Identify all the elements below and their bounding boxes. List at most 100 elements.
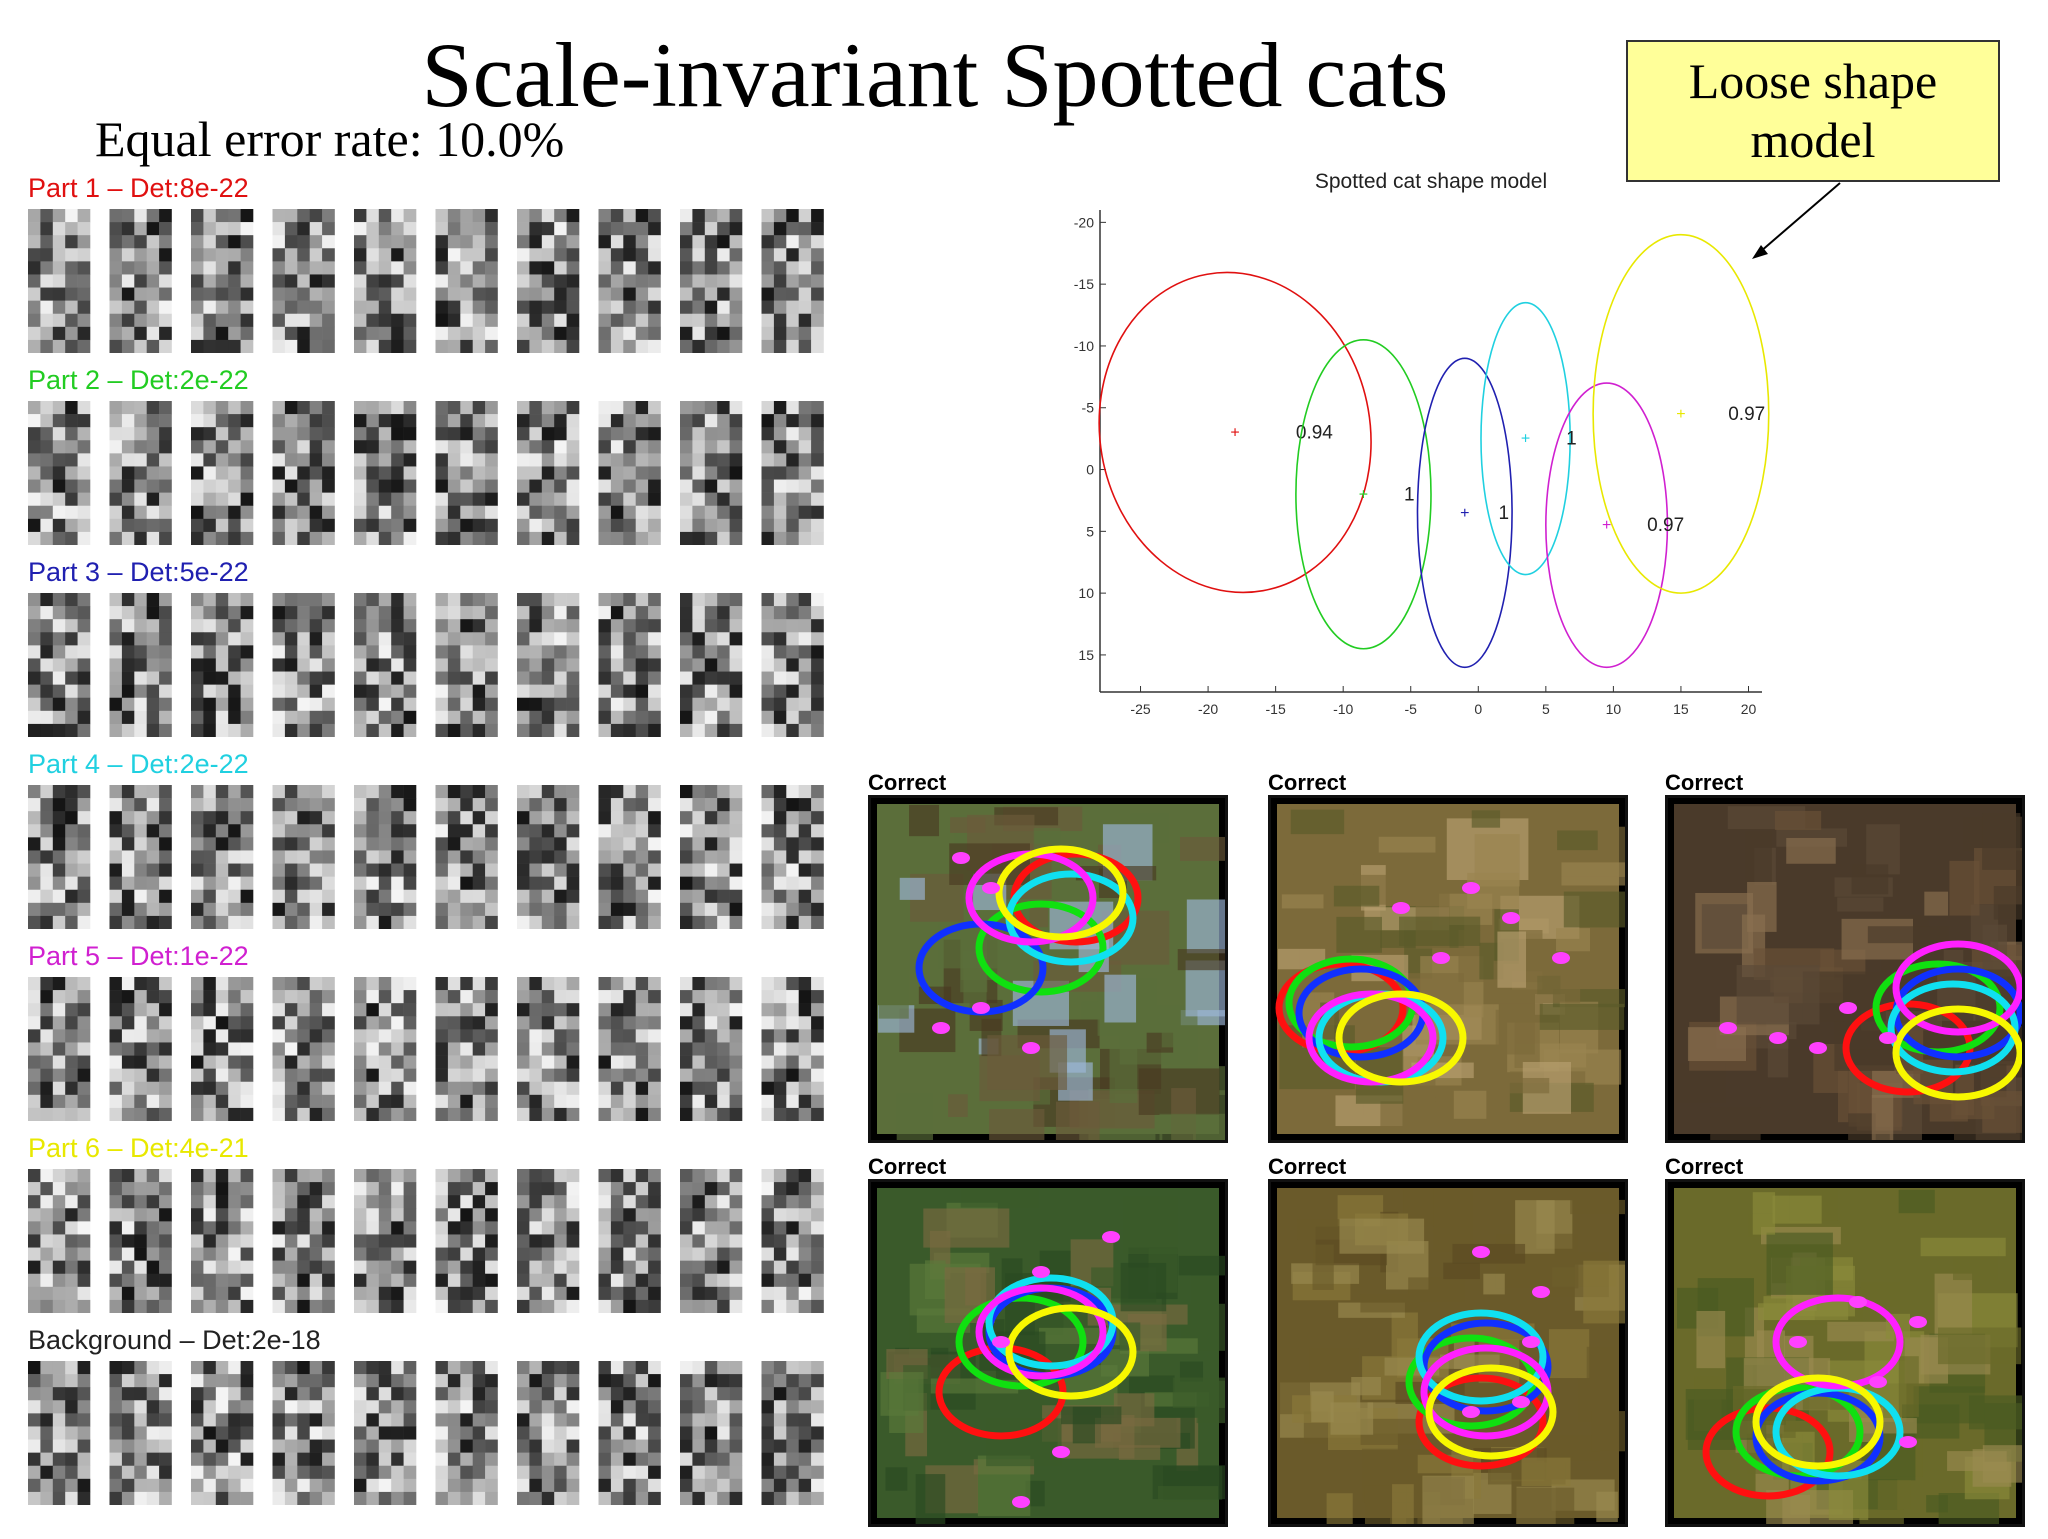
patch-thumbnail: [761, 1361, 824, 1505]
patch-thumbnail: [354, 1361, 417, 1505]
detection-image: [1268, 795, 1628, 1143]
part-ellipse: [1416, 357, 1513, 669]
keypoint-marker: [1522, 1336, 1540, 1348]
part-ellipse: [1545, 382, 1669, 669]
patch-thumbnail: [191, 1361, 254, 1505]
patch-thumbnail: [598, 209, 661, 353]
patch-thumbnail: [28, 593, 91, 737]
patch-thumbnail: [598, 1361, 661, 1505]
keypoint-marker: [1552, 952, 1570, 964]
patch-thumbnail: [598, 785, 661, 929]
patch-thumbnail: [680, 977, 743, 1121]
keypoint-marker: [1052, 1446, 1070, 1458]
part-ring: [1892, 1005, 2022, 1101]
keypoint-marker: [1512, 1396, 1530, 1408]
patch-thumbnail: [191, 977, 254, 1121]
x-tick-label: 0: [1474, 701, 1482, 717]
part-ring: [1425, 1364, 1557, 1460]
part-ellipse: [1098, 271, 1372, 594]
patch-thumbnail: [191, 209, 254, 353]
patch-thumbnail: [435, 593, 498, 737]
patch-row: [28, 209, 828, 353]
patch-thumbnail: [517, 593, 580, 737]
patch-thumbnail: [28, 785, 91, 929]
keypoint-marker: [1102, 1231, 1120, 1243]
y-tick-label: -5: [1082, 400, 1095, 416]
patch-thumbnail: [761, 209, 824, 353]
x-tick-label: -10: [1333, 701, 1353, 717]
part-ring: [1415, 1374, 1547, 1470]
detection-overlay: [935, 1231, 1137, 1508]
keypoint-marker: [1899, 1436, 1917, 1448]
occlusion-probability-label: 0.97: [1728, 404, 1765, 425]
patch-thumbnail: [272, 977, 335, 1121]
keypoint-marker: [1462, 882, 1480, 894]
keypoint-marker: [1502, 912, 1520, 924]
patch-thumbnail: [435, 1169, 498, 1313]
x-tick-label: -20: [1198, 701, 1218, 717]
patch-thumbnail: [109, 1361, 172, 1505]
keypoint-marker: [1909, 1316, 1927, 1328]
y-tick-label: 10: [1078, 585, 1094, 601]
patch-thumbnail: [191, 785, 254, 929]
detection-image: [1665, 1179, 2025, 1527]
patch-thumbnail: [191, 1169, 254, 1313]
patch-thumbnail: [435, 977, 498, 1121]
part-ring: [975, 900, 1107, 996]
keypoint-marker: [1839, 1002, 1857, 1014]
x-tick-label: -5: [1405, 701, 1418, 717]
patch-row: [28, 593, 828, 737]
keypoint-marker: [1879, 1032, 1897, 1044]
keypoint-marker: [982, 882, 1000, 894]
y-tick-label: -20: [1074, 214, 1094, 230]
patch-thumbnail: [761, 977, 824, 1121]
patch-row: [28, 785, 828, 929]
keypoint-marker: [1769, 1032, 1787, 1044]
patch-thumbnail: [680, 593, 743, 737]
patch-thumbnail: [28, 1361, 91, 1505]
patch-thumbnail: [598, 977, 661, 1121]
patch-thumbnail: [109, 209, 172, 353]
patch-thumbnail: [761, 401, 824, 545]
detection-result-label: Correct: [868, 770, 947, 795]
patch-thumbnail: [354, 1169, 417, 1313]
keypoint-marker: [1012, 1496, 1030, 1508]
keypoint-marker: [952, 852, 970, 864]
patch-thumbnail: [435, 785, 498, 929]
patch-thumbnail: [598, 1169, 661, 1313]
keypoint-marker: [1809, 1042, 1827, 1054]
patch-thumbnail: [517, 1361, 580, 1505]
keypoint-marker: [1032, 1266, 1050, 1278]
loose-shape-callout: Loose shape model: [1626, 40, 2000, 182]
part-mean-marker: +: [1230, 424, 1239, 441]
y-tick-label: 0: [1086, 462, 1094, 478]
patch-thumbnail: [191, 593, 254, 737]
part-mean-marker: +: [1460, 505, 1469, 522]
part-label: Background – Det:2e-18: [28, 1325, 321, 1355]
part-ring: [955, 1294, 1087, 1390]
y-tick-label: 5: [1086, 523, 1094, 539]
patch-thumbnail: [517, 401, 580, 545]
x-tick-label: 15: [1673, 701, 1689, 717]
occlusion-probability-label: 1: [1566, 429, 1577, 450]
keypoint-marker: [1532, 1286, 1550, 1298]
patch-thumbnail: [680, 1361, 743, 1505]
patch-thumbnail: [28, 209, 91, 353]
detection-image: [868, 1179, 1228, 1527]
occlusion-probability-label: 0.94: [1296, 422, 1333, 443]
part-ellipse: [1295, 338, 1432, 650]
part-label: Part 1 – Det:8e-22: [28, 173, 249, 203]
keypoint-marker: [1789, 1336, 1807, 1348]
keypoint-marker: [1719, 1022, 1737, 1034]
patch-thumbnail: [109, 401, 172, 545]
equal-error-rate: Equal error rate: 10.0%: [95, 111, 565, 167]
occlusion-probability-label: 1: [1404, 484, 1415, 505]
patch-thumbnail: [272, 785, 335, 929]
patch-row: [28, 1361, 828, 1505]
occlusion-probability-label: 0.97: [1647, 515, 1684, 536]
part-ring: [1772, 1294, 1904, 1390]
part-ring: [1005, 1304, 1137, 1400]
patch-thumbnail: [272, 209, 335, 353]
part-ellipse: [1480, 301, 1571, 576]
